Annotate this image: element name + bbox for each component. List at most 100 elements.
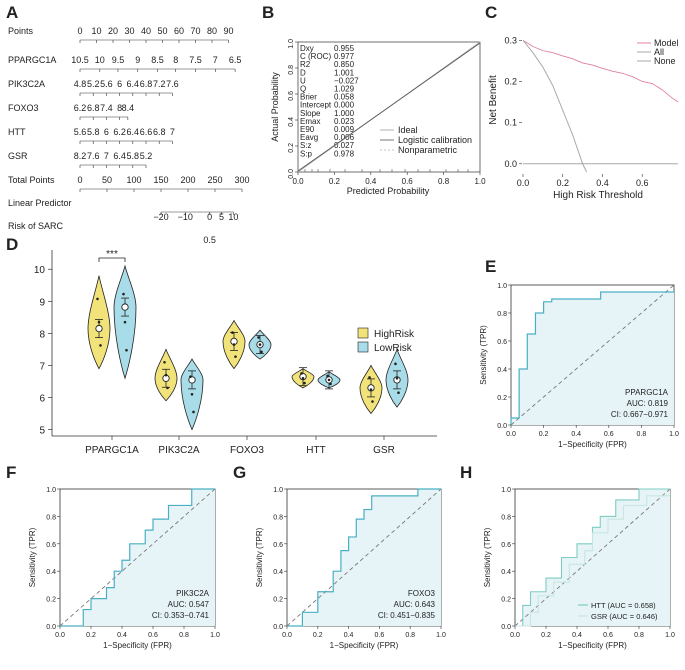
roc-diagonal-g	[286, 488, 442, 627]
calib-ytick-label: 0.6	[288, 91, 295, 101]
dca-xtick-label: 0.0	[517, 178, 530, 188]
nomogram-ticklabel-6-2: 100	[126, 175, 141, 185]
dca-legend-label-0: Model	[654, 38, 679, 48]
roc-auc-f: AUC: 0.547	[168, 600, 210, 609]
violin-data-point	[166, 386, 169, 390]
roc-xtick-label: 0.4	[571, 431, 581, 438]
violin-data-point	[123, 320, 127, 324]
roc-xtick-label: 0.2	[313, 632, 323, 639]
calib-legend-2: Nonparametric	[398, 145, 458, 155]
calib-ytick-label: 0.8	[288, 65, 295, 75]
roc-xtick-label: 0.0	[506, 431, 516, 438]
nomogram-ticklabel-5-0: 8.2	[74, 151, 87, 161]
violin-data-point	[189, 375, 192, 378]
violin-ytick-label: 8	[39, 329, 45, 340]
calib-stat-value-1: 0.977	[334, 52, 355, 61]
violin-category-3: HTT	[306, 445, 325, 456]
roc-xtick-label: 0.0	[55, 632, 65, 639]
roc-ytick-label: 0.0	[273, 624, 283, 631]
roc-xtick-label: 0.8	[637, 431, 647, 438]
calib-legend-0: Ideal	[398, 125, 418, 135]
roc-ytick-label: 0.8	[501, 514, 511, 521]
roc-ytick-label: 0.8	[46, 514, 56, 521]
roc-xtick-label: 0.8	[179, 632, 189, 639]
nomogram-label-3: FOXO3	[8, 103, 39, 113]
roc-ylabel: Sensitivity (TPR)	[255, 527, 264, 587]
calib-xtick-label: 0.4	[365, 177, 377, 186]
calib-stat-name-10: E90	[300, 125, 315, 134]
significance-label: ***	[106, 249, 118, 260]
nomogram-ticklabel-7-3: 5	[219, 212, 224, 222]
nomogram-ticklabel-2-0: 4.8	[74, 79, 87, 89]
roc-ytick-label: 0.2	[273, 597, 283, 604]
calib-stat-value-11: 0.006	[334, 133, 355, 142]
nomogram-ticklabel-4-3: 6.2	[113, 127, 126, 137]
violin-data-point	[122, 292, 125, 296]
nomogram-ticklabel-4-2: 6	[104, 127, 109, 137]
calib-stat-name-3: D	[300, 68, 306, 77]
roc-ytick-label: 0.4	[497, 367, 507, 374]
nomogram-ticklabel-4-5: 6.6	[140, 127, 153, 137]
roc-ci-e: CI: 0.667−0.971	[611, 410, 669, 419]
calib-stat-name-12: S:z	[300, 141, 312, 150]
violin-data-point	[327, 378, 331, 382]
nomogram-ticklabel-6-3: 150	[153, 175, 168, 185]
dca-ylabel: Net Benefit	[488, 75, 499, 125]
calib-xtick-label: 0.6	[402, 177, 414, 186]
nomogram-ticklabel-0-6: 60	[174, 26, 184, 36]
dca-ytick-label: 0.0	[504, 159, 517, 169]
legend-swatch-highrisk	[357, 327, 369, 339]
violin-data-point	[125, 348, 128, 352]
roc-xtick-label: 1.0	[210, 632, 220, 639]
roc-xlabel: 1−Specificity (FPR)	[330, 641, 399, 650]
roc-xtick-label: 0.6	[604, 431, 614, 438]
panel-label-h: H	[460, 463, 472, 482]
violin-ytick-label: 5	[39, 426, 45, 437]
nomogram-ticklabel-5-1: 7.6	[87, 151, 100, 161]
roc-auc-g: AUC: 0.643	[394, 600, 436, 609]
roc-xlabel: 1−Specificity (FPR)	[558, 641, 627, 650]
roc-area-e-0	[511, 292, 674, 425]
violin-data-point	[395, 376, 399, 380]
nomogram-ticklabel-2-6: 7.2	[153, 79, 166, 89]
roc-ytick-label: 0.4	[501, 569, 511, 576]
calib-stat-value-7: 0.000	[334, 101, 355, 110]
dca-xlabel: High Risk Threshold	[553, 190, 643, 201]
calib-xtick-label: 0.2	[329, 177, 341, 186]
roc-title-f: PIK3C2A	[176, 589, 210, 598]
roc-ytick-label: 0.8	[497, 311, 507, 318]
nomogram-ticklabel-0-8: 80	[207, 26, 217, 36]
roc-xtick-label: 0.8	[634, 632, 644, 639]
calib-legend-1: Logistic calibration	[398, 135, 472, 145]
violin-data-point	[303, 381, 306, 385]
nomogram-ticklabel-6-0: 0	[77, 175, 82, 185]
violin-mean-point	[95, 324, 103, 333]
violin-data-point	[369, 388, 373, 391]
calib-ytick-label: 0.4	[288, 117, 295, 127]
violin-category-1: PIK3C2A	[158, 445, 199, 456]
calib-stat-name-2: R2	[300, 60, 311, 69]
nomogram-label-8: Risk of SARC	[8, 221, 64, 231]
roc-curve-h-htt	[515, 488, 670, 627]
nomogram-ticklabel-0-0: 0	[77, 26, 82, 36]
violin-mean-point	[367, 384, 375, 392]
calib-stat-name-1: C (ROC)	[300, 52, 331, 61]
violin-category-2: FOXO3	[230, 445, 264, 456]
violin-data-point	[190, 393, 194, 396]
nomogram-ticklabel-1-5: 8	[173, 55, 178, 65]
calib-stat-name-8: Slope	[300, 109, 321, 118]
calib-stat-value-6: 0.058	[334, 93, 355, 102]
nomogram-ticklabel-3-0: 6.2	[74, 103, 87, 113]
nomogram-ticklabel-1-2: 9.5	[112, 55, 125, 65]
roc-curve-e-ppargc1a	[510, 291, 674, 425]
violin-data-point	[231, 331, 234, 334]
calib-stat-name-4: U	[300, 76, 306, 85]
nomogram-ticklabel-2-4: 6.4	[127, 79, 140, 89]
roc-ytick-label: 0.0	[497, 423, 507, 430]
nomogram-ticklabel-0-1: 10	[91, 26, 101, 36]
violin-ytick-label: 9	[39, 297, 45, 308]
nomogram-ticklabel-1-0: 10.5	[71, 55, 89, 65]
nomogram-ticklabel-1-1: 10	[95, 55, 105, 65]
roc-ytick-label: 0.2	[501, 597, 511, 604]
